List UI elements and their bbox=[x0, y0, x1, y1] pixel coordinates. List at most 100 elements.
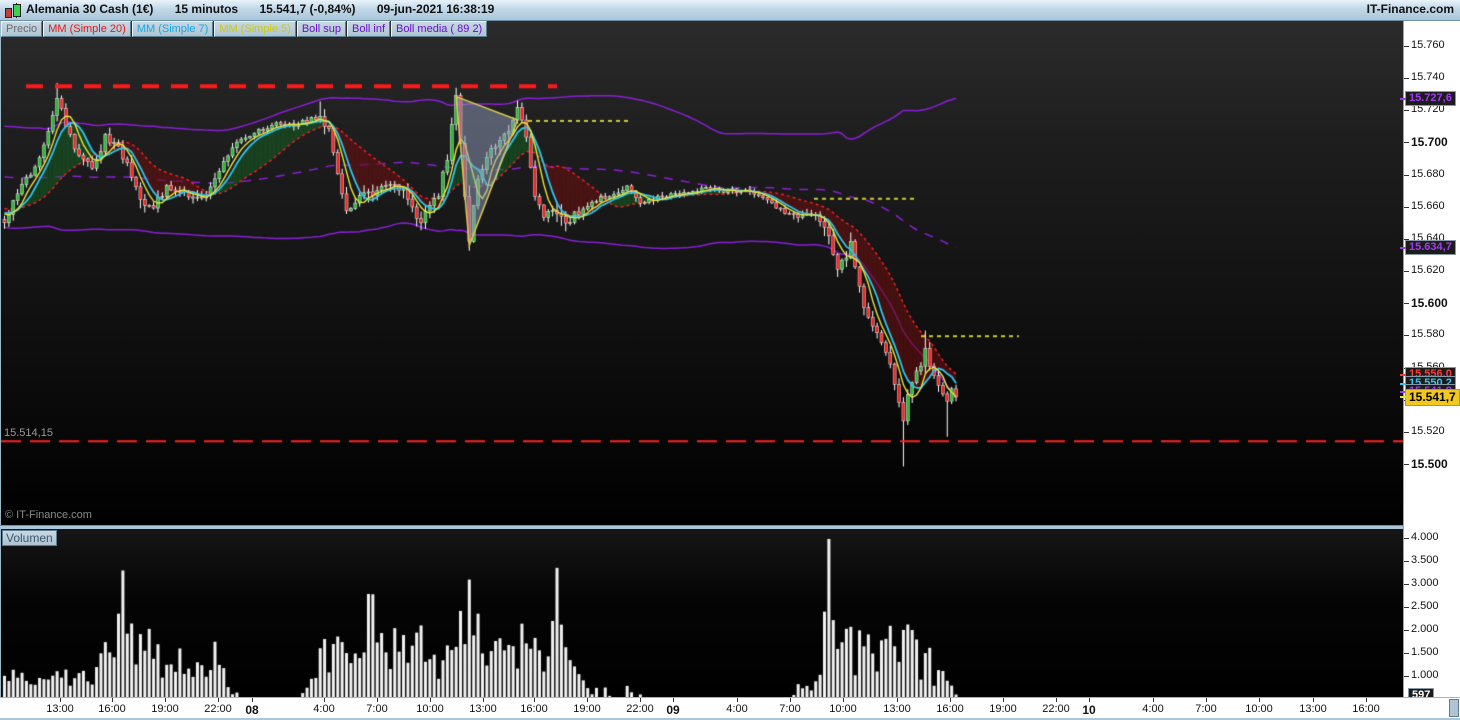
volume-tick bbox=[1404, 607, 1409, 608]
price-axis-label: 15.600 bbox=[1411, 296, 1448, 311]
price-axis-label: 15.520 bbox=[1411, 424, 1445, 437]
volume-axis-label: 4.000 bbox=[1411, 531, 1439, 543]
time-tick bbox=[165, 698, 166, 702]
time-tick bbox=[897, 698, 898, 702]
time-axis[interactable]: 13:00 16:00 19:00 22:00 08 4:00 7:00 10:00 13:00… bbox=[0, 697, 1460, 720]
indicator-legend: Precio MM (Simple 20) MM (Simple 7) MM (Sim… bbox=[1, 21, 488, 37]
time-tick bbox=[218, 698, 219, 702]
price-tick bbox=[1404, 238, 1409, 240]
price-badge: 15.634,7 bbox=[1400, 240, 1456, 256]
time-tick bbox=[252, 698, 253, 702]
time-axis-label: 22:00 bbox=[626, 703, 654, 715]
time-axis-label: 7:00 bbox=[1195, 703, 1217, 715]
pane-divider[interactable] bbox=[0, 525, 1403, 529]
time-tick bbox=[1056, 698, 1057, 702]
time-axis-label: 13:00 bbox=[469, 703, 497, 715]
price-tick bbox=[1404, 78, 1409, 80]
legend-tab-boll-sup[interactable]: Boll sup bbox=[296, 21, 346, 37]
price-axis-label: 15.660 bbox=[1411, 199, 1445, 212]
time-tick bbox=[430, 698, 431, 702]
price-tick bbox=[1404, 174, 1409, 176]
price-tick bbox=[1404, 303, 1409, 305]
volume-axis-label: 3.500 bbox=[1411, 554, 1439, 566]
time-axis-label: 4:00 bbox=[313, 703, 335, 715]
price-axis-label: 15.580 bbox=[1411, 328, 1445, 341]
volume-tick bbox=[1404, 561, 1409, 562]
time-tick bbox=[534, 698, 535, 702]
candlestick-logo-icon bbox=[4, 3, 22, 18]
time-axis-label: 10:00 bbox=[1245, 703, 1273, 715]
volume-tick bbox=[1404, 584, 1409, 585]
time-axis-label: 10:00 bbox=[416, 703, 444, 715]
price-axis-label: 15.620 bbox=[1411, 264, 1445, 277]
time-axis-label: 09 bbox=[666, 703, 680, 717]
timeframe-label: 15 minutos bbox=[174, 2, 239, 16]
time-tick bbox=[1366, 698, 1367, 702]
volume-chart-canvas[interactable] bbox=[1, 529, 1403, 697]
legend-tab-boll-media-89-2[interactable]: Boll media ( 89 2) bbox=[391, 21, 488, 37]
last-quote: 15.541,7 (-0,84%) bbox=[259, 2, 356, 16]
time-tick bbox=[377, 698, 378, 702]
volume-pane: Volumen bbox=[0, 529, 1403, 697]
legend-tab-precio[interactable]: Precio bbox=[1, 21, 43, 37]
price-tick bbox=[1404, 335, 1409, 337]
time-tick bbox=[950, 698, 951, 702]
time-axis-label: 4:00 bbox=[1142, 703, 1164, 715]
volume-axis-label: 2.500 bbox=[1411, 600, 1439, 612]
price-axis-label: 15.700 bbox=[1411, 135, 1448, 150]
volume-pane-tab[interactable]: Volumen bbox=[2, 530, 57, 546]
volume-tick bbox=[1404, 630, 1409, 631]
time-axis-label: 19:00 bbox=[573, 703, 601, 715]
price-tick bbox=[1404, 46, 1409, 47]
time-axis-label: 10 bbox=[1082, 703, 1096, 717]
volume-axis-label: 1.000 bbox=[1411, 669, 1439, 681]
legend-tab-boll-inf[interactable]: Boll inf bbox=[346, 21, 391, 37]
price-tick bbox=[1404, 271, 1409, 273]
time-axis-label: 16:00 bbox=[98, 703, 126, 715]
volume-axis-label: 3.000 bbox=[1411, 577, 1439, 589]
volume-tick bbox=[1404, 653, 1409, 654]
legend-tab-mm-simple-7[interactable]: MM (Simple 7) bbox=[131, 21, 214, 37]
time-tick bbox=[60, 698, 61, 702]
price-axis-label: 15.760 bbox=[1411, 39, 1445, 51]
legend-tab-mm-simple-5[interactable]: MM (Simple 5) bbox=[214, 21, 296, 37]
time-tick bbox=[587, 698, 588, 702]
price-badge: 15.541,7 bbox=[1400, 389, 1460, 407]
brand-label: IT-Finance.com bbox=[1366, 2, 1454, 16]
time-axis-label: 19:00 bbox=[151, 703, 179, 715]
price-chart-canvas[interactable] bbox=[1, 21, 1403, 525]
time-tick bbox=[843, 698, 844, 702]
time-axis-label: 22:00 bbox=[1042, 703, 1070, 715]
price-axis-label: 15.500 bbox=[1411, 457, 1448, 472]
time-tick bbox=[1153, 698, 1154, 702]
time-axis-label: 13:00 bbox=[1299, 703, 1327, 715]
price-axis-label: 15.680 bbox=[1411, 167, 1445, 180]
header-bar: Alemania 30 Cash (1€) 15 minutos 15.541,… bbox=[0, 0, 1460, 21]
price-axis-label: 15.720 bbox=[1411, 103, 1445, 116]
volume-axis-label: 2.000 bbox=[1411, 623, 1439, 635]
time-tick bbox=[1089, 698, 1090, 702]
time-axis-label: 13:00 bbox=[46, 703, 74, 715]
time-axis-label: 7:00 bbox=[779, 703, 801, 715]
price-tick bbox=[1404, 110, 1409, 112]
price-tick bbox=[1404, 431, 1409, 433]
time-tick bbox=[737, 698, 738, 702]
time-axis-label: 10:00 bbox=[829, 703, 857, 715]
volume-tick bbox=[1404, 538, 1409, 539]
time-tick bbox=[1313, 698, 1314, 702]
price-tick bbox=[1404, 464, 1409, 466]
price-axis[interactable]: 15.760 15.740 15.720 15.700 15.680 15.660 15.6… bbox=[1400, 21, 1460, 703]
time-tick bbox=[1259, 698, 1260, 702]
price-badge: 15.727,6 bbox=[1400, 91, 1456, 107]
time-tick bbox=[112, 698, 113, 702]
time-axis-label: 22:00 bbox=[204, 703, 232, 715]
time-axis-label: 16:00 bbox=[520, 703, 548, 715]
support-level-label: 15.514,15 bbox=[4, 427, 53, 440]
time-axis-label: 16:00 bbox=[936, 703, 964, 715]
price-tick bbox=[1404, 142, 1409, 144]
legend-tab-mm-simple-20[interactable]: MM (Simple 20) bbox=[43, 21, 131, 37]
time-tick bbox=[790, 698, 791, 702]
time-axis-label: 4:00 bbox=[726, 703, 748, 715]
resize-handle[interactable] bbox=[1449, 699, 1459, 717]
